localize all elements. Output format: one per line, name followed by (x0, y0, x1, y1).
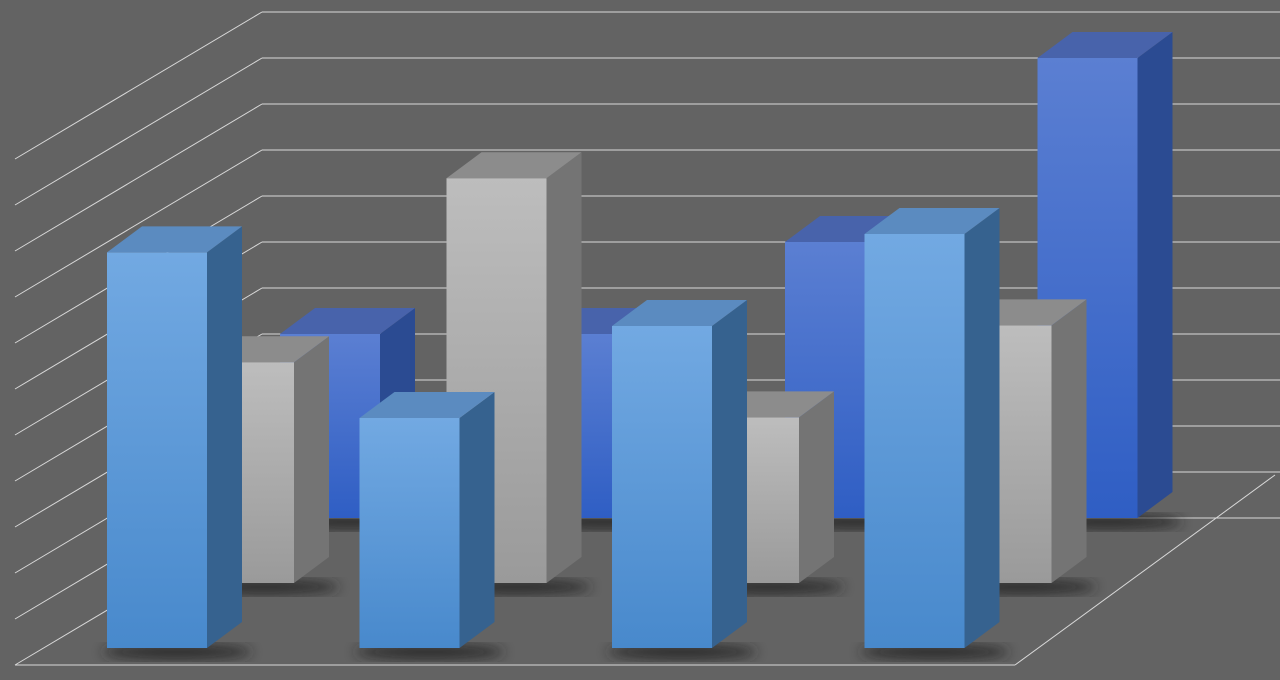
bar-side-face (1051, 299, 1087, 583)
bar-side-face (712, 300, 747, 648)
bar-side-face (546, 152, 582, 583)
side-gridline (14, 11, 263, 160)
bar-top-face (359, 392, 495, 418)
bar-top-face (446, 152, 582, 179)
bar-side-face (207, 226, 242, 648)
bar-top-face (1037, 32, 1173, 58)
bar-side-face (1137, 32, 1173, 518)
bar-front-face (864, 234, 965, 648)
bar-side-face (294, 336, 329, 583)
bar-side-face (799, 391, 834, 583)
floor-right-edge (1014, 474, 1276, 666)
bar-top-face (107, 226, 242, 253)
bar-top-face (864, 208, 1000, 234)
bar-side-face (459, 392, 495, 648)
bar-front-face (359, 418, 460, 648)
bar-front-face (107, 252, 207, 648)
side-gridline (14, 57, 263, 206)
bar-front-face (612, 326, 712, 648)
bar-top-face (612, 300, 747, 326)
bars (102, 32, 1183, 660)
bar-front-1 (102, 226, 252, 660)
bar-front-2 (354, 392, 505, 660)
bar-side-face (964, 208, 1000, 648)
bar-front-4 (859, 208, 1010, 660)
side-gridline (14, 149, 263, 298)
side-gridline (14, 103, 263, 252)
bar-top-face (280, 308, 415, 334)
bar-front-3 (607, 300, 757, 660)
